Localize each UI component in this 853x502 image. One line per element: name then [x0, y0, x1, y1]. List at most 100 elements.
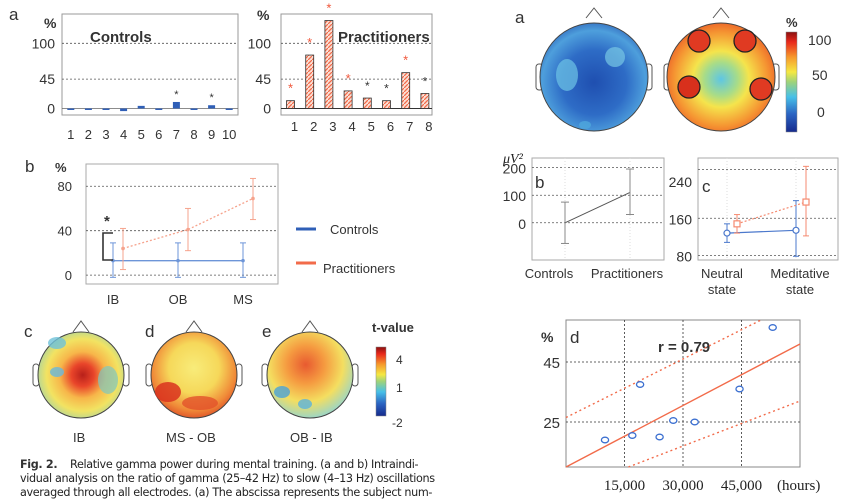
- scatter-point: [655, 433, 664, 441]
- bar: [84, 108, 92, 110]
- significance-star: *: [174, 89, 179, 101]
- controls-ylabel: %: [44, 15, 57, 31]
- scalp-map-c: [37, 331, 125, 419]
- y-tick-label: 45: [39, 71, 55, 87]
- topomap-c-label: IB: [73, 430, 85, 445]
- y-tick-label: 100: [503, 188, 527, 204]
- roi-circle: [687, 29, 711, 53]
- bar: [67, 108, 75, 110]
- y-tick-label: 25: [543, 415, 560, 432]
- y-tick-label: 240: [669, 174, 693, 190]
- significance-star: *: [104, 213, 110, 230]
- x-tick-label: 5: [138, 127, 145, 142]
- rc-plot-frame: [697, 157, 839, 261]
- topomap-e-label: OB - IB: [290, 430, 333, 445]
- legend-controls-label: Controls: [330, 222, 379, 237]
- scatter-point: [735, 385, 744, 393]
- nose-icon: [301, 320, 319, 333]
- practitioners-plot-frame: [280, 13, 433, 116]
- panel-letter-a-right: a: [515, 8, 525, 27]
- scatter-point: [628, 432, 637, 439]
- data-point: [251, 196, 255, 201]
- x-tick-label: state: [786, 282, 814, 297]
- t-value-colorbar-title: t-value: [372, 320, 414, 335]
- data-point: [802, 198, 810, 206]
- series-line: [736, 201, 807, 225]
- y-tick-label: 0: [65, 268, 72, 283]
- data-point: [792, 226, 800, 234]
- x-tick-label: 1: [291, 119, 298, 134]
- scalp-map-e: [266, 331, 354, 419]
- x-tick-label: 6: [155, 127, 162, 142]
- bar: [305, 54, 315, 109]
- topomap-c: c IB: [24, 320, 130, 445]
- significance-star: *: [326, 1, 331, 16]
- x-tick-label: IB: [107, 292, 119, 307]
- bar: [137, 105, 145, 109]
- x-tick-label: 5: [368, 119, 375, 134]
- data-point: [121, 246, 125, 251]
- significance-star: *: [384, 82, 389, 96]
- relative-gamma-line-chart: b % 80 40 0 IB OB MS * Controls Practitioner…: [25, 157, 396, 307]
- significance-star: *: [288, 81, 293, 96]
- bar: [362, 97, 372, 109]
- panel-letter-e: e: [262, 322, 271, 341]
- t-colorbar-tick: -2: [392, 416, 403, 430]
- significance-star: *: [346, 71, 351, 86]
- x-tick-label: Meditative: [770, 266, 829, 281]
- x-tick-label: 3: [329, 119, 336, 134]
- y-tick-label: 200: [503, 161, 527, 177]
- x-tick-label: Practitioners: [591, 266, 664, 281]
- x-tick-label: MS: [233, 292, 253, 307]
- nose-icon: [585, 7, 603, 19]
- x-tick-label: 3: [102, 127, 109, 142]
- percent-colorbar: [785, 31, 798, 133]
- bar: [401, 72, 411, 109]
- x-tick-label: 4: [348, 119, 355, 134]
- panel-letter-d: d: [145, 322, 154, 341]
- x-tick-label: OB: [169, 292, 188, 307]
- figure-caption: Fig. 2. Relative gamma power during ment…: [20, 458, 440, 500]
- caption-line-2: vidual analysis on the ratio of gamma (2…: [20, 472, 435, 485]
- y-tick-label: 0: [263, 100, 271, 116]
- y-tick-label: 0: [47, 100, 55, 116]
- x-tick-label: 7: [173, 127, 180, 142]
- controls-title: Controls: [90, 29, 152, 46]
- b-plot-frame: [85, 163, 279, 285]
- roi-circle: [677, 75, 701, 99]
- nose-icon: [712, 7, 730, 19]
- scatter-point: [600, 436, 610, 444]
- percent-topomaps: a % 100 50 0: [515, 7, 832, 133]
- significance-star: *: [307, 35, 312, 50]
- confidence-band-upper: [565, 319, 762, 419]
- t-colorbar-tick: 1: [396, 381, 403, 395]
- bar: [420, 93, 430, 109]
- y-tick-label: 45: [255, 71, 271, 87]
- legend-practitioners-label: Practitioners: [323, 261, 396, 276]
- b-ylabel: %: [55, 160, 67, 175]
- bar: [382, 100, 391, 109]
- panel-letter-d-right: d: [570, 328, 579, 347]
- d-xlabel: (hours): [777, 478, 820, 494]
- data-point: [723, 229, 731, 237]
- nose-icon: [185, 320, 203, 333]
- y-tick-label: 160: [669, 211, 693, 227]
- panel-letter-c: c: [24, 322, 33, 341]
- bar: [155, 108, 163, 110]
- correlation-annotation: r = 0.79: [658, 339, 710, 356]
- data-point: [241, 258, 245, 263]
- panel-letter-a: a: [9, 5, 19, 24]
- y-tick-label: 80: [58, 179, 72, 194]
- y-tick-label: 40: [58, 224, 72, 239]
- topomap-e: e OB - IB: [261, 320, 359, 445]
- figure-id: Fig. 2.: [20, 458, 58, 471]
- topomap-d-label: MS - OB: [166, 430, 216, 445]
- data-point: [186, 227, 190, 232]
- rb-plot-frame: [531, 157, 665, 261]
- x-tick-label: Controls: [525, 266, 574, 281]
- x-tick-label: 6: [387, 119, 394, 134]
- bar: [172, 101, 180, 109]
- percent-colorbar-tick: 0: [817, 104, 825, 120]
- confidence-band-lower: [628, 400, 801, 468]
